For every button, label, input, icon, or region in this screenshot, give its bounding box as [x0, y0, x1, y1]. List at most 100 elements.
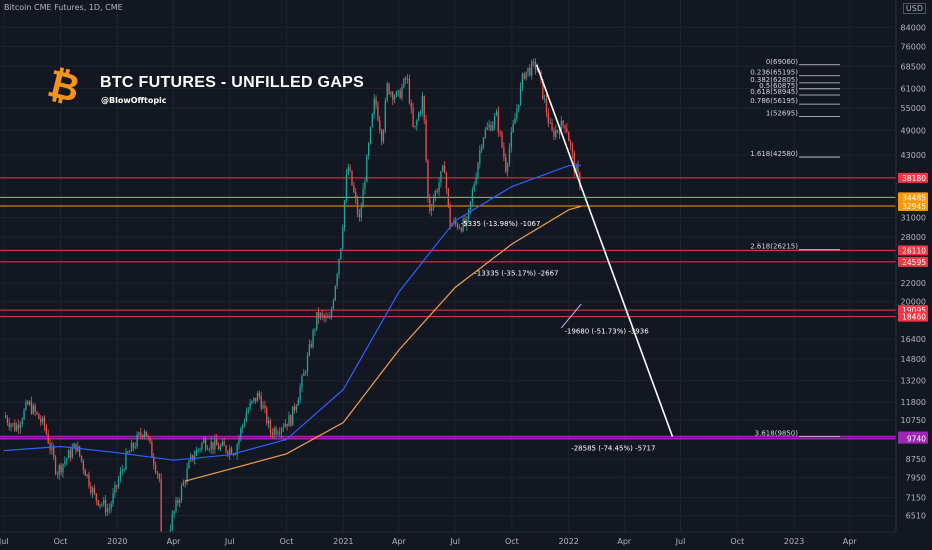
level-tag-label: 24595 [902, 258, 926, 267]
candle-body [379, 120, 381, 130]
candle-body [214, 439, 216, 450]
candle-body [95, 493, 97, 501]
candle-body [314, 329, 316, 331]
candle-body [121, 469, 123, 472]
candle-body [310, 344, 312, 347]
x-tick-label: Oct [505, 537, 519, 546]
candle-body [360, 207, 362, 218]
candle-body [47, 433, 49, 444]
candle-body [4, 415, 7, 418]
candle-body [525, 71, 527, 79]
candle-body [568, 132, 570, 142]
candle-body [56, 473, 59, 475]
level-tag [898, 172, 928, 183]
candle-body [577, 165, 579, 173]
candle-body [140, 432, 142, 436]
candle-body [397, 90, 399, 92]
candle-body [153, 457, 155, 465]
candle-body [32, 405, 34, 414]
candle-body [303, 372, 305, 376]
x-tick-label: 2021 [333, 537, 353, 546]
measure-annotations: -5335 (-13.98%) -1067 -13335 (-35.17%) -2… [461, 220, 656, 453]
candle-body [349, 167, 351, 171]
candle-body [551, 122, 553, 131]
candle-body [254, 397, 257, 402]
candle-body [101, 504, 103, 506]
candle-body [260, 396, 262, 409]
x-tick-label: Jul [0, 537, 9, 546]
candle-body [132, 442, 135, 448]
candle-body [321, 313, 323, 315]
candle-body [175, 500, 177, 512]
candle-body [464, 218, 466, 226]
y-tick-label: 84000 [901, 23, 926, 32]
candle-body [204, 439, 207, 449]
candle-body [6, 417, 9, 423]
candle-body [347, 167, 349, 175]
candle-body [558, 130, 561, 135]
candle-body [8, 422, 10, 428]
candle-body [382, 130, 385, 142]
time-axis[interactable] [0, 532, 932, 550]
fib-extension: 0(69060) 0.236(65195)0.382(62805)0.5(6087… [750, 58, 840, 438]
candle-body [449, 206, 451, 227]
candle-body [80, 455, 83, 461]
candle-body [219, 445, 222, 450]
candle-body [188, 460, 190, 469]
candle-body [358, 213, 361, 218]
time-axis-labels: Jul Oct 2020 Apr Jul Oct 2021 Apr Jul Oct 2022 Apr J… [0, 537, 857, 546]
short-projection-line [560, 303, 582, 329]
candle-body [327, 316, 329, 319]
candle-body [573, 153, 575, 172]
candle-body [477, 163, 479, 178]
x-tick-label: Jul [449, 537, 460, 546]
candle-body [125, 451, 127, 470]
level-tag-label: 32945 [902, 202, 926, 211]
candle-body [141, 435, 144, 437]
candle-body [405, 78, 407, 80]
candle-body [466, 218, 468, 226]
candle-body [110, 503, 112, 509]
candle-body [284, 423, 286, 428]
candle-body [45, 426, 47, 434]
currency-button[interactable]: USD [902, 3, 926, 14]
candle-body [288, 415, 290, 427]
candle-body [134, 446, 136, 448]
candle-body [490, 125, 492, 131]
candle-body [529, 67, 531, 76]
candle-body [27, 401, 29, 405]
candle-body [217, 445, 220, 450]
candle-body [486, 127, 488, 130]
candle-body [69, 450, 72, 458]
y-tick-label: 8750 [906, 455, 926, 464]
candle-body [571, 145, 574, 154]
candle-body [342, 227, 344, 249]
candle-body [256, 392, 259, 402]
candle-body [401, 87, 403, 99]
candle-body [403, 78, 405, 88]
candle-body [501, 132, 503, 148]
candle-body [543, 98, 546, 100]
candle-body [86, 474, 88, 476]
y-tick-label: 22000 [901, 279, 926, 288]
candle-body [290, 415, 292, 426]
bitcoin-logo-icon: ₿ [45, 66, 83, 104]
candle-body [173, 511, 175, 515]
candle-body [79, 446, 81, 456]
fib-label: 1.618(42580) [750, 150, 798, 158]
y-tick-label: 13200 [901, 377, 926, 386]
candle-body [266, 407, 268, 424]
candle-body [493, 115, 496, 125]
measure-label: -13335 (-35.17%) -2667 [474, 269, 558, 277]
ma-blue-line [3, 164, 582, 461]
candle-body [138, 432, 140, 435]
candle-body [41, 417, 44, 423]
candle-body [484, 129, 487, 138]
candle-body [553, 130, 555, 137]
candle-body [518, 104, 520, 110]
y-tick-label: 28000 [901, 233, 926, 242]
candle-body [116, 485, 118, 487]
candle-body [481, 146, 483, 151]
candle-body [521, 73, 524, 86]
